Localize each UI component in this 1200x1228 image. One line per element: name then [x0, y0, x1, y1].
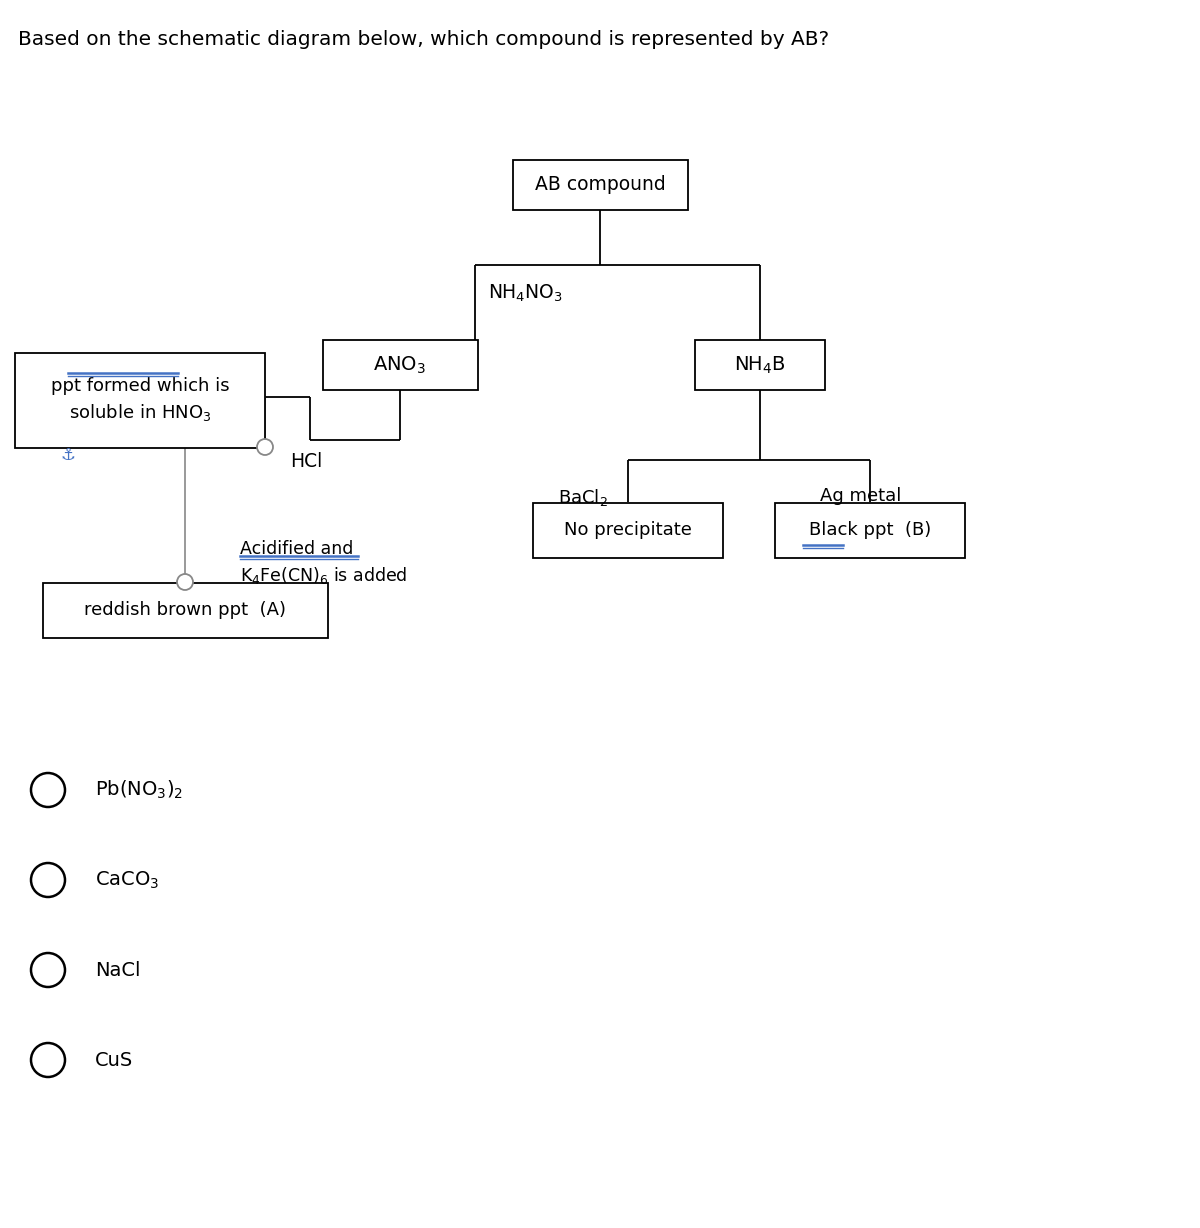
Circle shape [178, 573, 193, 589]
Text: Black ppt  (B): Black ppt (B) [809, 521, 931, 539]
Circle shape [31, 1043, 65, 1077]
Text: Acidified and: Acidified and [240, 540, 353, 558]
Text: BaCl$_2$: BaCl$_2$ [558, 488, 608, 508]
Text: NH$_4$B: NH$_4$B [734, 355, 786, 376]
Text: K$_4$Fe(CN)$_6$ is added: K$_4$Fe(CN)$_6$ is added [240, 565, 408, 586]
Text: Based on the schematic diagram below, which compound is represented by AB?: Based on the schematic diagram below, wh… [18, 29, 829, 49]
Bar [14, 352, 265, 447]
Bar [533, 502, 722, 558]
Text: reddish brown ppt  (A): reddish brown ppt (A) [84, 600, 286, 619]
Text: NH$_4$NO$_3$: NH$_4$NO$_3$ [488, 282, 563, 305]
Text: ppt formed which is
soluble in HNO$_3$: ppt formed which is soluble in HNO$_3$ [50, 377, 229, 422]
Bar [323, 340, 478, 391]
Text: No precipitate: No precipitate [564, 521, 692, 539]
Bar [695, 340, 826, 391]
Circle shape [31, 953, 65, 987]
Text: Pb(NO$_3$)$_2$: Pb(NO$_3$)$_2$ [95, 779, 184, 801]
Text: AB compound: AB compound [535, 176, 665, 194]
Circle shape [31, 863, 65, 896]
Text: CaCO$_3$: CaCO$_3$ [95, 869, 160, 890]
Text: CuS: CuS [95, 1050, 133, 1070]
Bar [512, 160, 688, 210]
Text: Ag metal: Ag metal [820, 488, 901, 505]
Text: ANO$_3$: ANO$_3$ [373, 355, 426, 376]
Text: NaCl: NaCl [95, 960, 140, 980]
Text: HCl: HCl [290, 452, 323, 472]
Circle shape [257, 438, 274, 456]
Text: ⚓: ⚓ [60, 446, 76, 464]
Circle shape [31, 772, 65, 807]
Bar [42, 582, 328, 637]
Bar [775, 502, 965, 558]
